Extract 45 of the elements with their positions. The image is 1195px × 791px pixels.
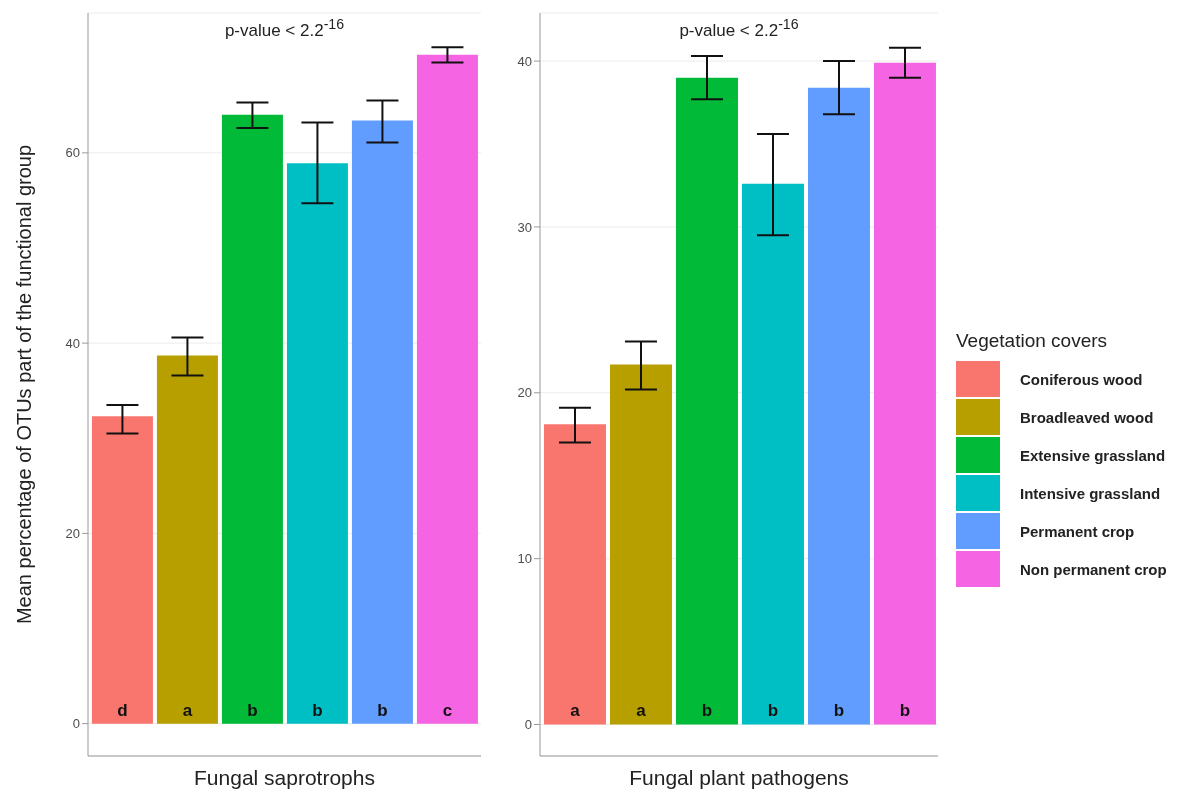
legend-label: Broadleaved wood [1020,408,1154,426]
y-tick-label: 10 [517,551,532,567]
bar [221,114,283,724]
bar [741,183,804,725]
legend-label: Non permanent crop [1020,560,1167,578]
bar [156,355,218,724]
annotation: b [767,701,779,721]
x-axis-title: Fungal plant pathogens [628,766,850,790]
annotation: b [247,700,258,720]
annotation: b [833,701,845,721]
legend-title: Vegetation covers [956,330,1109,352]
x-axis-title: Fungal saprotrophs [193,766,376,790]
y-tick-label: 40 [517,53,532,69]
legend-label: Extensive grassland [1020,446,1166,464]
annotation: a [182,700,193,720]
legend-label: Coniferous wood [1020,370,1143,388]
bar [416,54,478,724]
annotation: a [636,701,647,721]
annotation: d [117,700,128,720]
annotation: a [570,701,581,721]
y-tick-label: 20 [65,526,80,541]
annotation: b [377,700,388,720]
y-tick-label: 40 [65,335,80,351]
legend-label: Intensive grassland [1020,484,1161,502]
bar [286,163,348,724]
bar [91,416,153,724]
bar [609,364,672,725]
annotation: p-value < 2.2$^{-16}$ [223,16,346,41]
y-tick-label: 60 [65,145,80,161]
annotation: b [701,701,713,721]
annotation: c [442,700,453,720]
bar [543,424,606,725]
annotation: b [312,700,323,720]
bar [873,62,936,725]
annotation: p-value < 2.2$^{-16}$ [678,16,800,41]
bar [351,120,413,724]
bar [675,77,738,725]
y-tick-label: 0 [72,716,80,732]
annotation: b [899,701,911,721]
y-axis-title: Mean percentage of OTUs part of the functional group [13,144,36,625]
y-tick-label: 20 [517,385,532,401]
y-tick-label: 30 [517,219,532,235]
legend-label: Permanent crop [1020,522,1135,540]
bar [807,87,870,725]
y-tick-label: 0 [524,717,532,733]
